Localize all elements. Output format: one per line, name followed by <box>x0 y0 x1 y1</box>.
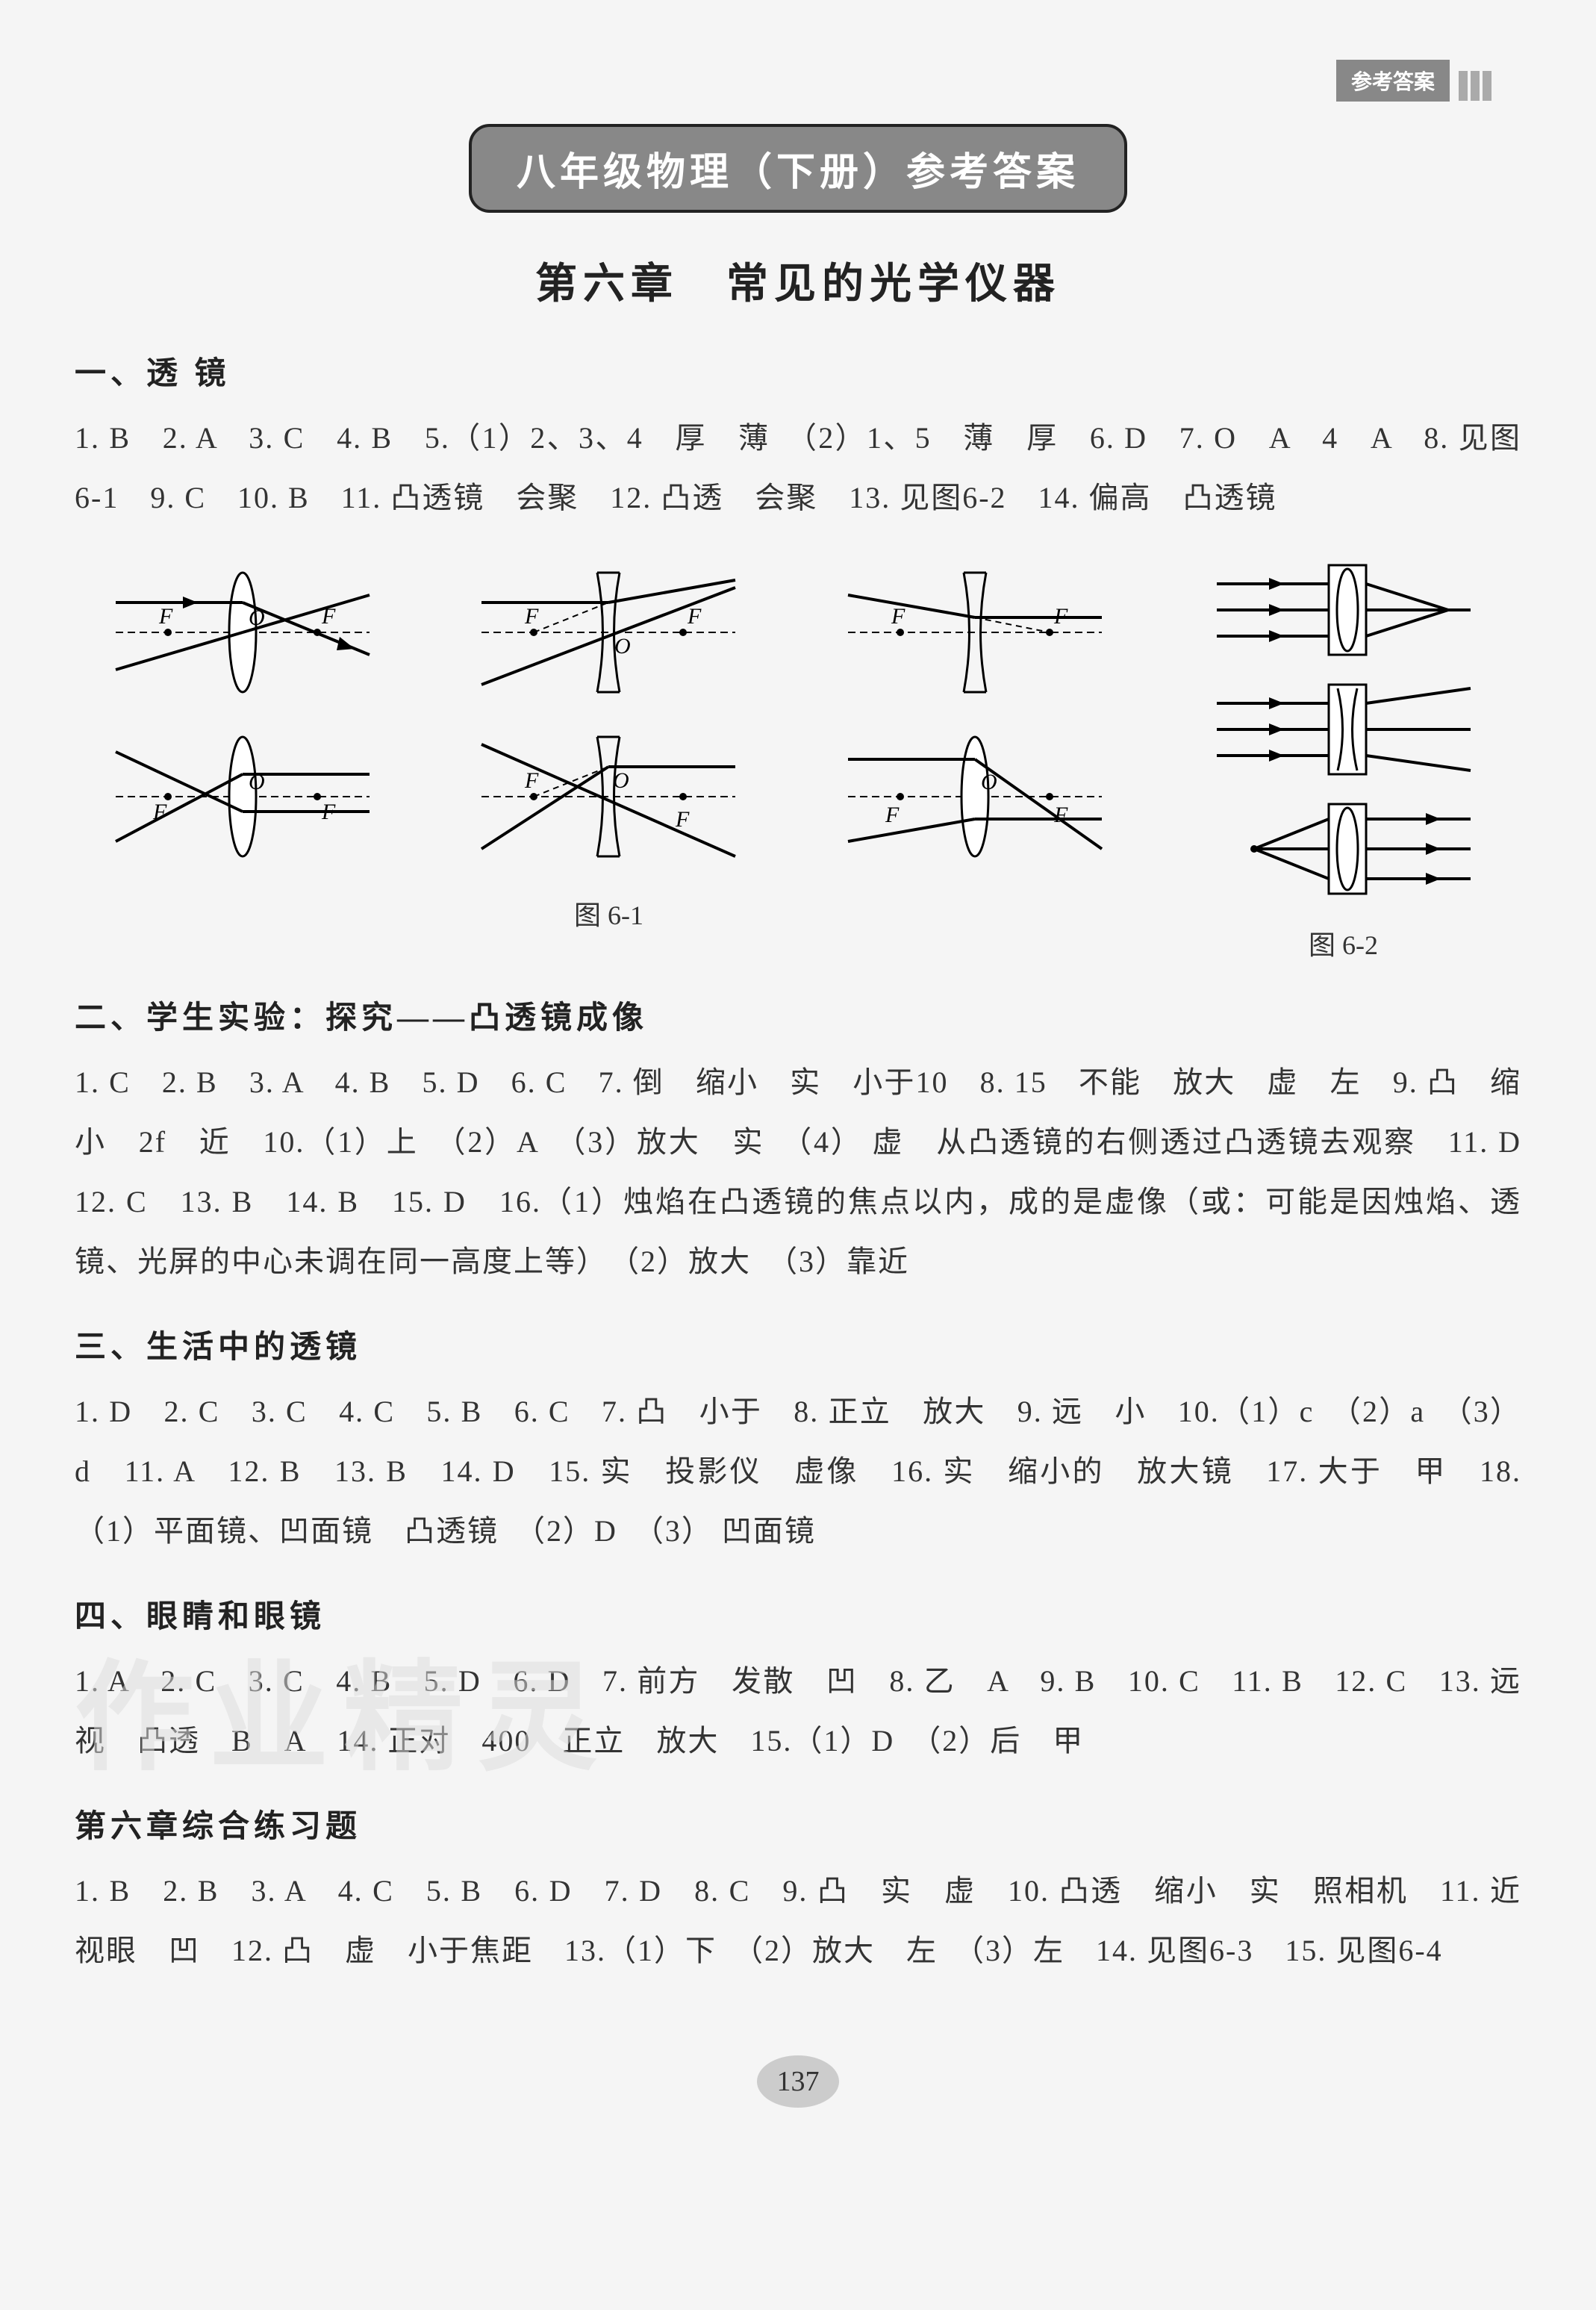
svg-text:F: F <box>524 604 539 629</box>
svg-text:O: O <box>613 768 629 793</box>
fig-6-2-b <box>1165 677 1521 782</box>
page-number-wrap: 137 <box>75 2055 1521 2108</box>
svg-text:F: F <box>158 604 173 629</box>
fig-6-1-c: F F <box>807 558 1143 707</box>
section-3-heading: 三、生活中的透镜 <box>75 1321 1521 1367</box>
fig-6-2-c <box>1165 797 1521 901</box>
header-tag-label: 参考答案 <box>1336 60 1450 102</box>
section-5-heading: 第六章综合练习题 <box>75 1801 1521 1846</box>
diagram-grid: F F O <box>75 558 1521 962</box>
svg-text:F: F <box>675 807 690 832</box>
fig-6-1-a: F F O <box>75 558 411 707</box>
page-number: 137 <box>757 2055 839 2108</box>
header-tag: 参考答案 <box>75 60 1521 102</box>
section-1-body: 1. B 2. A 3. C 4. B 5.（1）2、3、4 厚 薄 （2）1、… <box>75 408 1521 528</box>
fig-6-2-a <box>1165 558 1521 662</box>
svg-text:O: O <box>614 634 631 659</box>
section-4-body: 1. A 2. C 3. C 4. B 5. D 6. D 7. 前方 发散 凹… <box>75 1651 1521 1771</box>
section-2-body: 1. C 2. B 3. A 4. B 5. D 6. C 7. 倒 缩小 实 … <box>75 1053 1521 1292</box>
title-box: 八年级物理（下册）参考答案 <box>469 124 1127 213</box>
section-1-heading: 一、透 镜 <box>75 348 1521 393</box>
fig-6-1-b: F F O <box>440 558 776 707</box>
fig-6-1-e: F F O <box>440 722 776 871</box>
svg-text:F: F <box>524 768 539 793</box>
section-3-body: 1. D 2. C 3. C 4. C 5. B 6. C 7. 凸 小于 8.… <box>75 1382 1521 1561</box>
svg-text:F: F <box>885 803 900 827</box>
svg-text:F: F <box>687 604 702 629</box>
fig-6-1-caption: 图 6-1 <box>75 894 1143 933</box>
section-4-heading: 四、眼睛和眼镜 <box>75 1591 1521 1637</box>
chapter-title: 第六章 常见的光学仪器 <box>75 250 1521 311</box>
page-title: 八年级物理（下册）参考答案 <box>517 140 1079 196</box>
section-2-heading: 二、学生实验：探究——凸透镜成像 <box>75 992 1521 1038</box>
header-tag-bars <box>1456 71 1491 101</box>
svg-text:F: F <box>891 604 905 629</box>
fig-6-1-f: F F O <box>807 722 1143 871</box>
fig-6-2-caption: 图 6-2 <box>1165 924 1521 962</box>
fig-6-1-d: F F O <box>75 722 411 871</box>
section-5-body: 1. B 2. B 3. A 4. C 5. B 6. D 7. D 8. C … <box>75 1861 1521 1981</box>
